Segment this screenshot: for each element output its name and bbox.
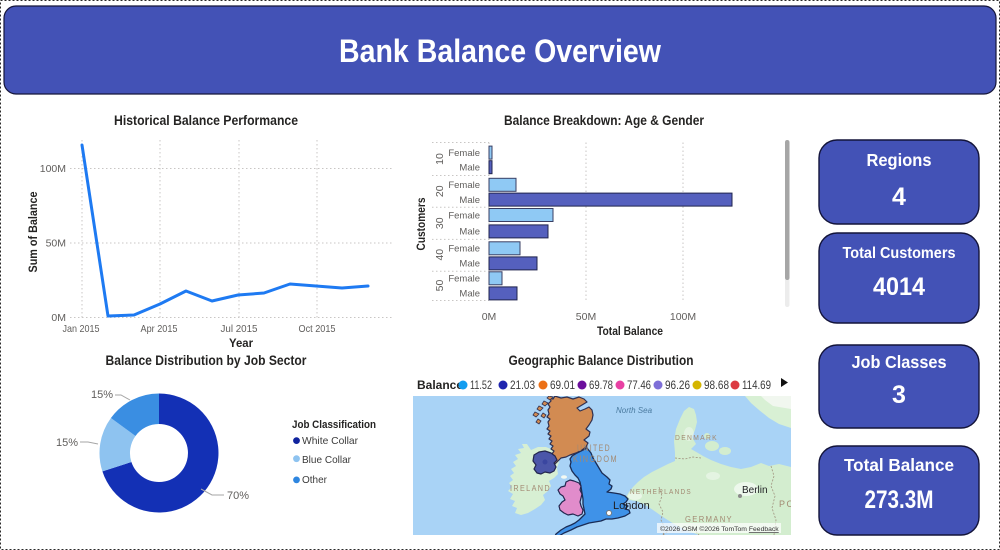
svg-text:Total Balance: Total Balance: [844, 455, 954, 475]
svg-text:50M: 50M: [46, 238, 66, 250]
svg-text:69.01: 69.01: [550, 380, 575, 392]
svg-text:100M: 100M: [670, 311, 696, 323]
svg-text:3: 3: [892, 381, 906, 409]
svg-text:Geographic Balance Distributio: Geographic Balance Distribution: [509, 353, 694, 368]
svg-text:114.69: 114.69: [742, 380, 771, 392]
svg-text:0M: 0M: [482, 311, 497, 323]
svg-text:PO: PO: [779, 499, 795, 509]
svg-text:Male: Male: [459, 259, 480, 270]
svg-text:98.68: 98.68: [704, 380, 729, 392]
svg-text:4: 4: [892, 183, 906, 211]
svg-text:4014: 4014: [873, 273, 925, 301]
svg-text:White Collar: White Collar: [302, 435, 358, 447]
svg-text:69.78: 69.78: [589, 380, 613, 392]
svg-text:77.46: 77.46: [627, 380, 651, 392]
svg-text:11.52: 11.52: [470, 380, 492, 392]
svg-text:15%: 15%: [91, 389, 113, 401]
svg-text:21.03: 21.03: [510, 380, 535, 392]
svg-text:NETHERLANDS: NETHERLANDS: [630, 487, 692, 496]
svg-text:DENMARK: DENMARK: [675, 433, 718, 442]
svg-text:Jan 2015: Jan 2015: [63, 323, 100, 335]
svg-text:70%: 70%: [227, 490, 249, 502]
svg-text:Year: Year: [229, 336, 253, 350]
svg-text:0M: 0M: [51, 312, 66, 324]
svg-text:Female: Female: [448, 274, 480, 285]
svg-text:Male: Male: [459, 195, 480, 206]
svg-text:Jul 2015: Jul 2015: [221, 323, 258, 335]
svg-text:Total Balance: Total Balance: [597, 326, 663, 338]
svg-text:North Sea: North Sea: [616, 406, 653, 415]
svg-text:10: 10: [434, 153, 446, 165]
svg-text:©2026 OSM ©2026 TomTom Feedb: ©2026 OSM ©2026 TomTom Feedback: [660, 525, 779, 533]
svg-text:Balance Breakdown: Age & Gende: Balance Breakdown: Age & Gender: [504, 113, 705, 128]
svg-text:50: 50: [434, 280, 446, 292]
svg-text:KINGDOM: KINGDOM: [573, 454, 618, 464]
svg-text:Customers: Customers: [414, 197, 428, 250]
svg-text:Male: Male: [459, 289, 480, 300]
svg-text:Female: Female: [448, 244, 480, 255]
svg-text:273.3M: 273.3M: [865, 486, 934, 514]
svg-text:IRELAND: IRELAND: [510, 484, 551, 493]
svg-text:Blue Collar: Blue Collar: [302, 454, 351, 466]
svg-text:50M: 50M: [576, 311, 596, 323]
svg-text:London: London: [613, 500, 650, 512]
svg-text:Female: Female: [448, 210, 480, 221]
svg-text:UNITED: UNITED: [577, 443, 611, 453]
svg-text:100M: 100M: [40, 163, 66, 175]
svg-text:GERMANY: GERMANY: [685, 514, 733, 524]
svg-text:Other: Other: [302, 474, 327, 486]
svg-text:Historical Balance Performance: Historical Balance Performance: [114, 113, 298, 128]
svg-text:Apr 2015: Apr 2015: [141, 323, 178, 335]
svg-text:Total Customers: Total Customers: [843, 245, 956, 262]
svg-text:Balance: Balance: [417, 378, 463, 392]
svg-text:Female: Female: [448, 148, 480, 159]
svg-text:40: 40: [434, 249, 446, 261]
svg-text:Male: Male: [459, 227, 480, 238]
svg-text:Job Classification: Job Classification: [292, 419, 376, 431]
svg-text:Oct 2015: Oct 2015: [299, 323, 336, 335]
svg-text:96.26: 96.26: [665, 380, 690, 392]
svg-text:Balance Distribution by Job Se: Balance Distribution by Job Sector: [106, 353, 308, 368]
svg-text:Male: Male: [459, 163, 480, 174]
svg-text:Sum of Balance: Sum of Balance: [26, 191, 40, 272]
svg-text:Bank Balance Overview: Bank Balance Overview: [339, 33, 661, 69]
svg-text:30: 30: [434, 217, 446, 229]
svg-text:Job Classes: Job Classes: [852, 352, 947, 372]
svg-text:15%: 15%: [56, 437, 78, 449]
svg-text:Regions: Regions: [867, 150, 932, 170]
svg-text:Female: Female: [448, 180, 480, 191]
svg-text:20: 20: [434, 185, 446, 197]
svg-text:Berlin: Berlin: [742, 485, 768, 496]
